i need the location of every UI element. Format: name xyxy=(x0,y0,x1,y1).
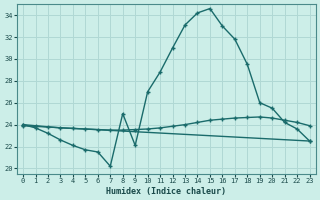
X-axis label: Humidex (Indice chaleur): Humidex (Indice chaleur) xyxy=(106,187,226,196)
